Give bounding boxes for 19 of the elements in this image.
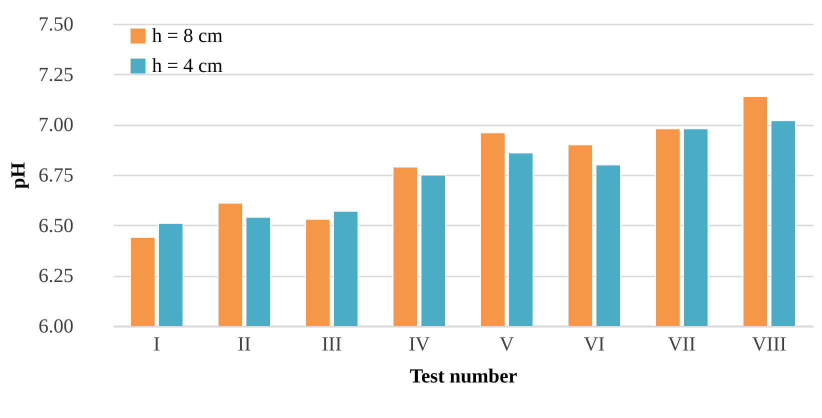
y-tick-label: 7.50	[38, 14, 74, 36]
y-tick-label: 6.00	[38, 316, 74, 338]
x-tick-label: III	[322, 334, 342, 356]
y-tick-label: 7.00	[38, 114, 74, 136]
x-tick-label: VII	[668, 334, 696, 356]
x-tick-label: VIII	[752, 334, 786, 356]
x-tick-label: IV	[408, 334, 430, 356]
y-tick-label: 6.50	[38, 214, 74, 237]
y-axis-title: pH	[8, 162, 30, 189]
x-tick-label: II	[238, 334, 251, 356]
x-axis-title: Test number	[410, 366, 518, 388]
legend-label: h = 8 cm	[152, 25, 224, 47]
y-tick-label: 6.75	[38, 164, 74, 186]
legend-label: h = 4 cm	[152, 55, 224, 77]
x-tick-label: V	[500, 334, 515, 356]
x-tick-label: I	[153, 334, 160, 356]
x-tick-label: VI	[584, 334, 605, 356]
y-tick-label: 6.25	[38, 265, 74, 288]
y-tick-label: 7.25	[38, 64, 74, 86]
